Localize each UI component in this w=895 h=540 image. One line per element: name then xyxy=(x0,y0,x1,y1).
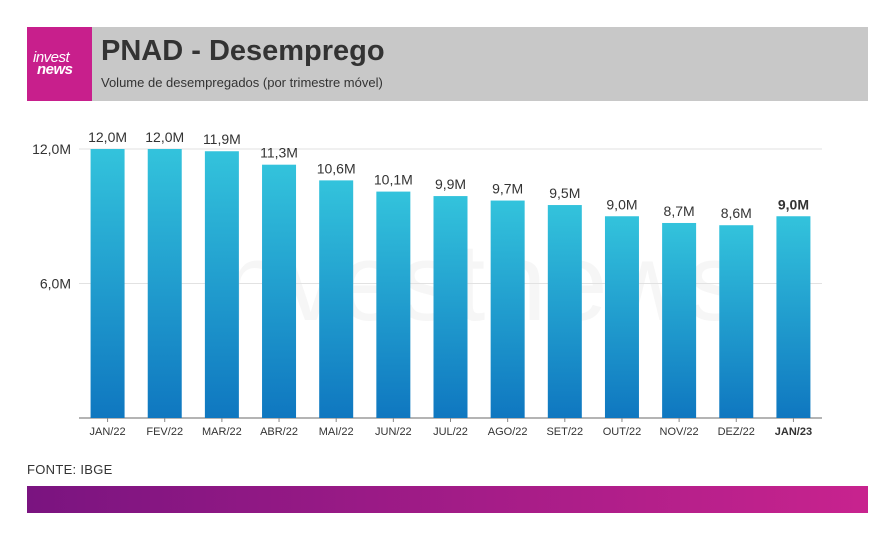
x-tick-label: JUL/22 xyxy=(433,426,468,438)
y-tick-label: 6,0M xyxy=(40,276,71,292)
bar-jun-22 xyxy=(376,191,411,418)
x-tick-label: FEV/22 xyxy=(146,426,183,438)
bar-abr-22 xyxy=(262,164,297,418)
data-label: 12,0M xyxy=(88,129,127,145)
data-label: 9,7M xyxy=(492,181,523,197)
x-tick-label: JAN/22 xyxy=(90,426,126,438)
x-tick-label: OUT/22 xyxy=(603,426,642,438)
x-tick-label: DEZ/22 xyxy=(718,426,755,438)
data-label: 12,0M xyxy=(145,129,184,145)
data-label: 11,9M xyxy=(203,131,241,147)
x-tick-label: JUN/22 xyxy=(375,426,412,438)
logo-text-top: invest xyxy=(33,49,70,66)
chart-title: PNAD - Desemprego xyxy=(101,35,385,67)
bar-jan-23 xyxy=(776,216,811,418)
x-tick-label: ABR/22 xyxy=(260,426,298,438)
bar-dez-22 xyxy=(719,225,754,418)
x-tick-label: NOV/22 xyxy=(660,426,699,438)
y-tick-label: 12,0M xyxy=(32,141,71,157)
data-label: 9,0M xyxy=(606,196,637,212)
investnews-logo: invest news xyxy=(27,27,92,101)
chart-subtitle: Volume de desempregados (por trimestre m… xyxy=(101,75,383,90)
bar-jul-22 xyxy=(433,196,468,418)
logo-text-bottom: news xyxy=(37,61,73,78)
data-label: 10,1M xyxy=(374,172,413,188)
source-note: FONTE: IBGE xyxy=(27,462,113,477)
footer-bar xyxy=(27,486,868,513)
bar-ago-22 xyxy=(490,200,525,418)
x-tick-label: MAI/22 xyxy=(319,426,354,438)
chart-header: invest news PNAD - Desemprego Volume de … xyxy=(27,27,868,101)
data-label: 10,6M xyxy=(317,160,356,176)
x-tick-label: AGO/22 xyxy=(488,426,528,438)
bar-nov-22 xyxy=(662,222,697,418)
bar-mai-22 xyxy=(319,180,354,418)
data-label: 9,0M xyxy=(778,196,809,212)
x-tick-label: MAR/22 xyxy=(202,426,242,438)
x-tick-label: SET/22 xyxy=(546,426,583,438)
data-label: 8,6M xyxy=(721,205,752,221)
x-tick-label: JAN/23 xyxy=(775,426,812,438)
bar-out-22 xyxy=(604,216,639,418)
bar-set-22 xyxy=(547,205,582,418)
bar-mar-22 xyxy=(204,151,239,418)
data-label: 11,3M xyxy=(260,145,298,161)
data-label: 8,7M xyxy=(664,203,695,219)
bar-jan-22 xyxy=(90,149,125,418)
bar-fev-22 xyxy=(147,149,182,418)
data-label: 9,5M xyxy=(549,185,580,201)
data-label: 9,9M xyxy=(435,176,466,192)
